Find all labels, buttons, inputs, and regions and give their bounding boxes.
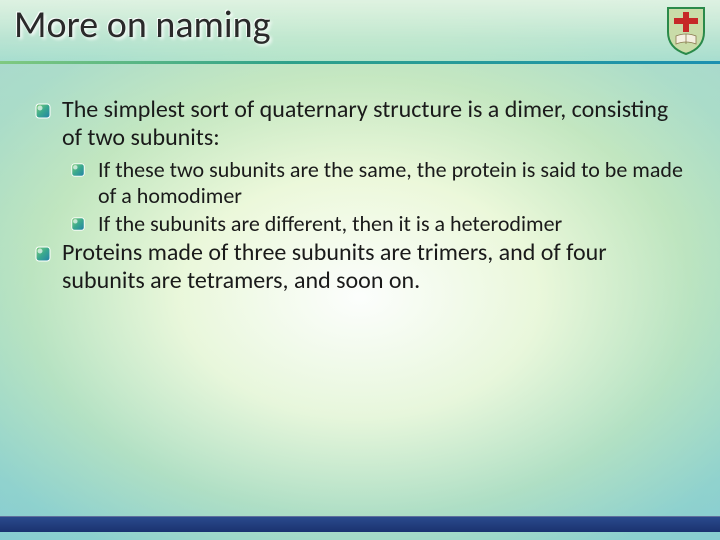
bullet-level1: The simplest sort of quaternary structur… (34, 96, 690, 151)
bullet-text: If these two subunits are the same, the … (98, 156, 683, 209)
slide: More on naming The simplest sort of quat… (0, 0, 720, 540)
bullet-text: If the subunits are different, then it i… (98, 210, 562, 237)
bullet-level2: If the subunits are different, then it i… (70, 211, 690, 237)
bullet-level2: If these two subunits are the same, the … (70, 157, 690, 209)
content-area: The simplest sort of quaternary structur… (34, 96, 690, 300)
header-bar: More on naming (0, 0, 720, 64)
bullet-text: Proteins made of three subunits are trim… (62, 238, 607, 295)
bullet-icon (34, 102, 52, 120)
slide-title: More on naming (14, 2, 270, 48)
bullet-icon (70, 162, 86, 178)
bullet-text: The simplest sort of quaternary structur… (62, 95, 668, 152)
footer-bar (0, 516, 720, 532)
bullet-level1: Proteins made of three subunits are trim… (34, 239, 690, 294)
bullet-icon (70, 216, 86, 232)
bullet-icon (34, 245, 52, 263)
crest-icon (664, 4, 708, 56)
